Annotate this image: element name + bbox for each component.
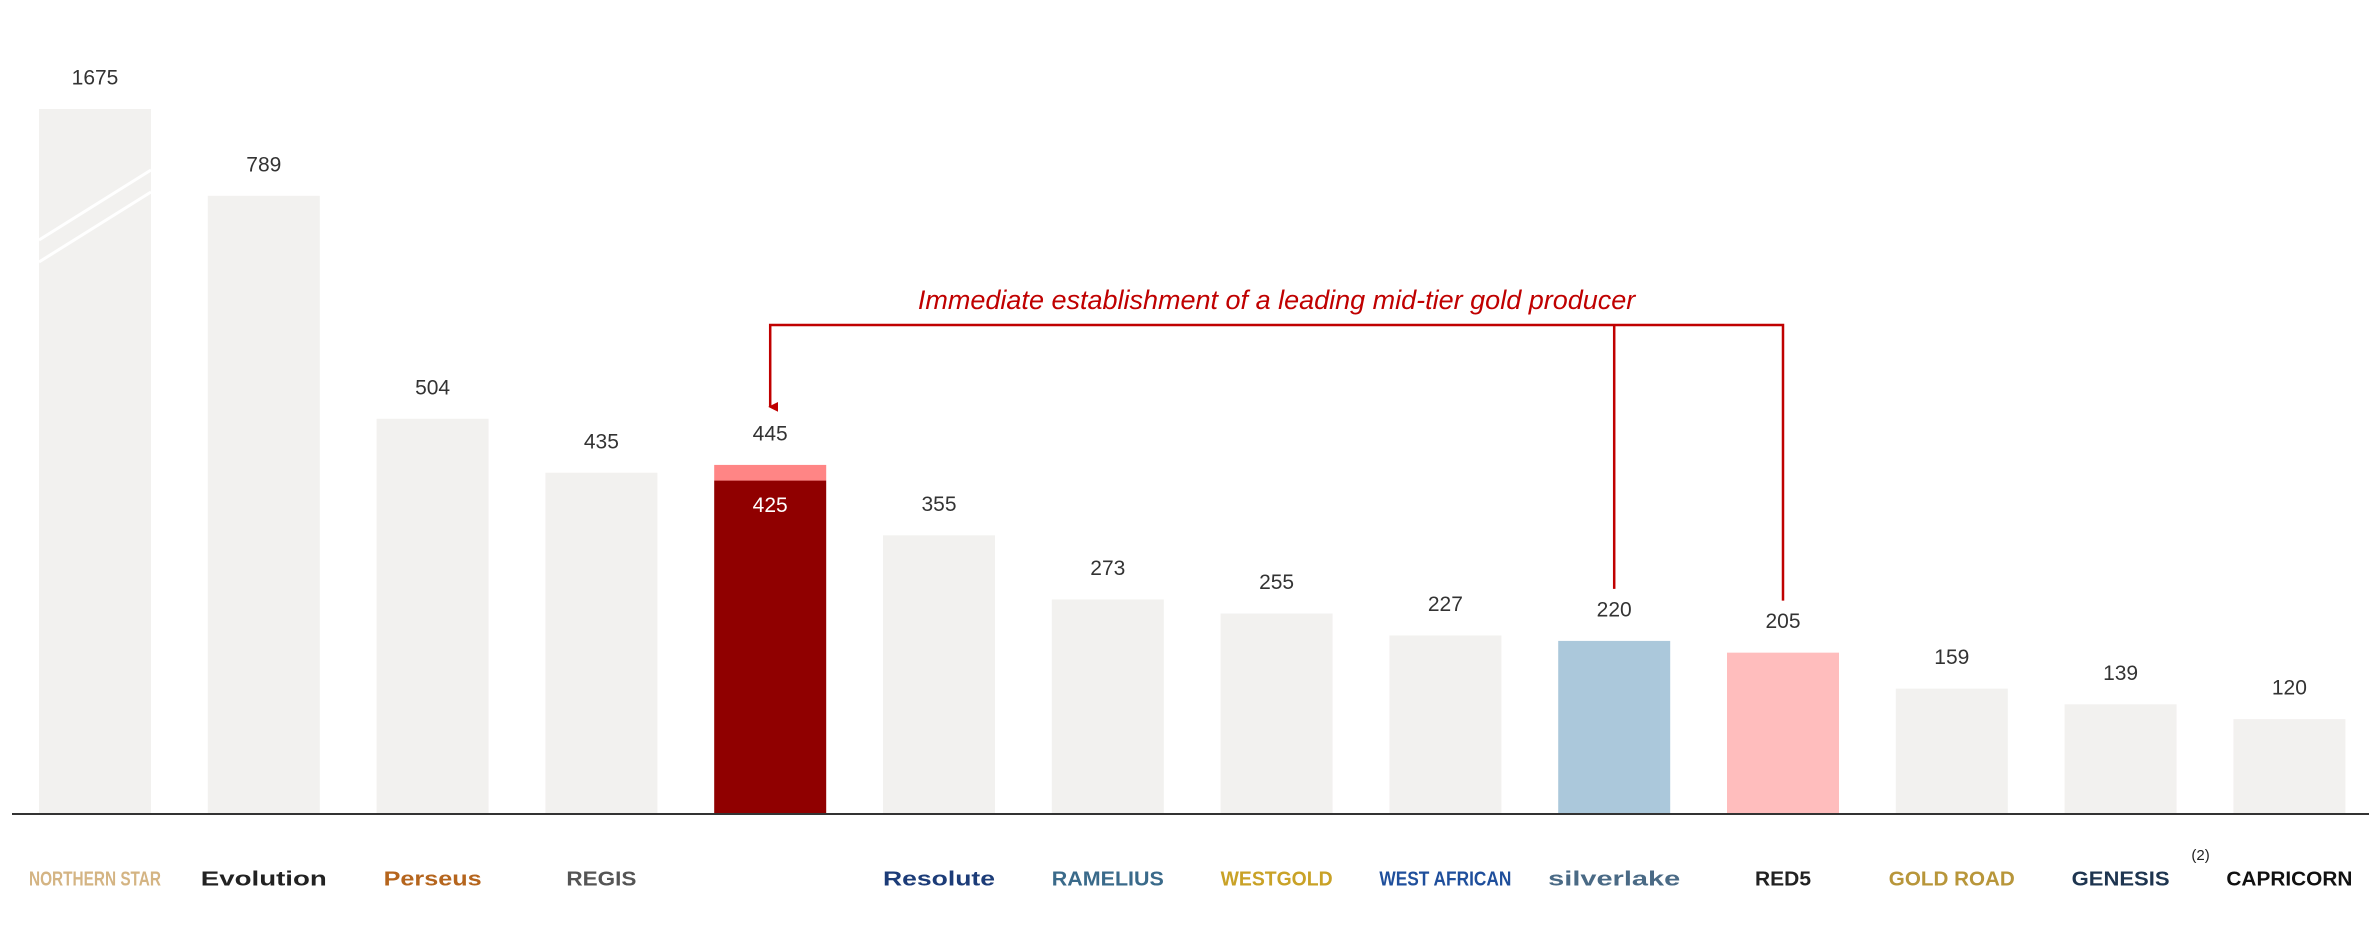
axis-break [38, 168, 152, 242]
data-label: 445 [753, 422, 788, 445]
data-label: 504 [415, 376, 450, 399]
category-label: silverlake [1548, 868, 1680, 890]
bar [1389, 635, 1502, 813]
bar-segment [714, 464, 827, 481]
category-label: RAMELIUS [1052, 868, 1164, 890]
bar [2233, 719, 2346, 813]
bar [207, 195, 320, 813]
data-label: 355 [921, 493, 956, 516]
data-label: 120 [2272, 677, 2307, 700]
category-label: GOLD ROAD [1889, 868, 2015, 890]
category-label: REGIS [566, 868, 636, 890]
bar [545, 472, 658, 813]
bar [2064, 704, 2177, 813]
data-label: 1675 [72, 67, 119, 90]
bars [38, 109, 2346, 813]
category-label: Resolute [883, 868, 995, 890]
category-label: Evolution [201, 868, 327, 890]
bar [883, 535, 995, 813]
bar-segment [714, 480, 827, 813]
bar [39, 109, 151, 813]
category-label: WEST AFRICAN [1379, 868, 1511, 890]
data-label: 435 [584, 430, 619, 453]
data-label: 227 [1428, 593, 1463, 616]
category-label: GENESIS [2072, 868, 2170, 890]
data-label: 139 [2103, 662, 2138, 685]
data-label: 205 [1765, 610, 1800, 633]
footnote: (2) [2191, 847, 2209, 864]
bar [1727, 652, 1839, 813]
annotation: Immediate establishment of a leading mid… [918, 285, 1636, 315]
bar [1220, 613, 1333, 813]
category-label: WESTGOLD [1221, 868, 1333, 890]
data-label: 789 [246, 153, 281, 176]
axis-break [38, 190, 152, 264]
data-label: 159 [1934, 646, 1969, 669]
bar [1895, 688, 2008, 813]
data-label: 220 [1597, 598, 1632, 621]
bar [1558, 640, 1671, 813]
category-label: RED5 [1755, 868, 1811, 890]
bar [376, 418, 489, 813]
data-label: 273 [1090, 557, 1125, 580]
annotation-bracket [768, 323, 1785, 601]
category-label: NORTHERN STAR [29, 868, 161, 890]
data-label: 255 [1259, 571, 1294, 594]
category-label: Perseus [384, 868, 482, 890]
category-label: CAPRICORN [2226, 868, 2352, 890]
segment-label: 425 [753, 494, 788, 517]
bar [1051, 599, 1164, 813]
